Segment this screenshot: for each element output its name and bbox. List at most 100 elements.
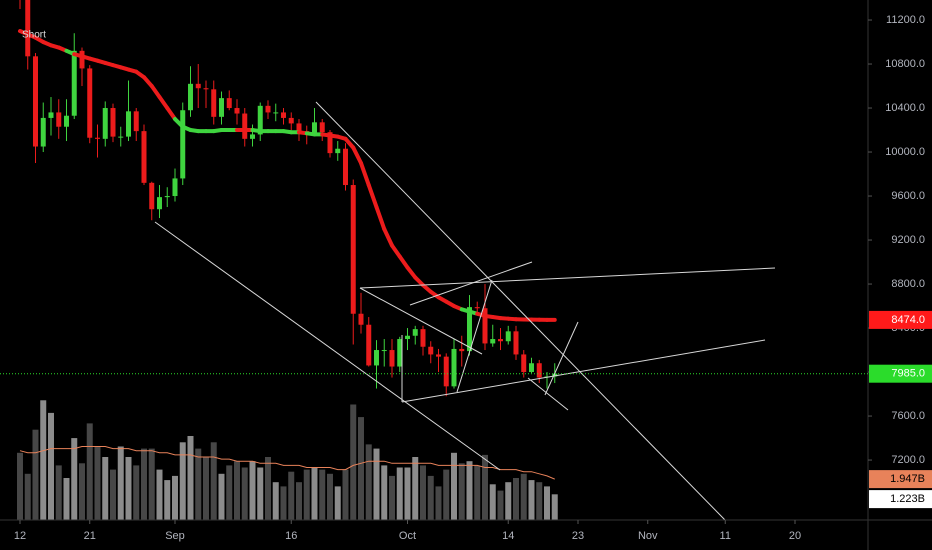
trend-line [359, 267, 776, 289]
candle-body [273, 112, 279, 114]
volume-bar [404, 467, 411, 520]
y-tick-label: 11200.0 [886, 14, 925, 26]
volume-bar [458, 463, 465, 520]
trend-line [359, 287, 483, 355]
volume-ma-line [19, 445, 555, 480]
volume-bar [319, 469, 326, 520]
candle-body [125, 111, 131, 137]
candle-body [203, 88, 209, 90]
x-tick-label: 23 [572, 530, 584, 542]
candle-body [552, 373, 558, 377]
candle-body [180, 110, 186, 179]
volume-bar [280, 486, 287, 520]
candle-body [164, 196, 170, 198]
volume-bar [202, 456, 209, 520]
x-tick-label: Oct [399, 530, 416, 542]
x-tick-label: 12 [14, 530, 26, 542]
volume-bar [357, 417, 364, 520]
volume-bar [133, 465, 140, 520]
volume-bar [257, 467, 264, 520]
volume-bar [342, 469, 349, 520]
volume-bar [311, 467, 318, 520]
volume-bar [373, 448, 380, 520]
volume-bar [117, 446, 124, 520]
volume-label: 1.947B [890, 473, 925, 485]
candle-body [459, 348, 465, 352]
candle-body [265, 105, 271, 113]
candle-body [56, 112, 62, 127]
volume-bar [450, 452, 457, 520]
y-tick-label: 9600.0 [891, 190, 925, 202]
volume-label-box [869, 470, 932, 489]
candle-body [87, 68, 93, 138]
candle-body [513, 331, 519, 355]
plot [16, 0, 558, 520]
candle-body [71, 50, 77, 116]
candle-body [249, 134, 255, 139]
trend-line [401, 339, 766, 403]
volume-bar [551, 494, 558, 520]
volume-bar [334, 486, 341, 520]
ma-segment [405, 265, 418, 280]
volume-bar [350, 404, 357, 520]
y-tick-label: 8800.0 [891, 278, 925, 290]
study-label: Short [22, 30, 46, 41]
candle-body [397, 339, 403, 367]
volume-bar [520, 473, 527, 520]
ma-segment [351, 145, 363, 166]
candle-body [133, 111, 139, 132]
volume-bar [543, 486, 550, 520]
volume-bar [295, 482, 302, 520]
volume-bar [365, 444, 372, 520]
candle-body [443, 356, 449, 387]
candle-body [474, 307, 480, 309]
volume-bar [528, 480, 535, 520]
volume-bar [326, 473, 333, 520]
volume-bar [102, 456, 109, 520]
candle-body [280, 112, 286, 118]
trend-line [409, 261, 533, 306]
y-tick-label: 7600.0 [891, 410, 925, 422]
volume-bar [241, 467, 248, 520]
volume-bar [233, 461, 240, 520]
trend-lines [154, 101, 776, 521]
volume-bar [47, 412, 54, 520]
volume-bar [94, 446, 101, 520]
candle-body [451, 348, 457, 387]
x-tick-label: Sep [165, 530, 185, 542]
candle-body [156, 197, 162, 210]
candle-body [389, 350, 395, 367]
candle-body [435, 354, 441, 357]
x-tick-label: 14 [502, 530, 514, 542]
trend-line [315, 101, 726, 521]
candle-body [335, 148, 341, 154]
candle-body [381, 350, 387, 352]
candle-body [234, 108, 240, 114]
volume-bar [388, 475, 395, 520]
candle-body [528, 363, 534, 373]
trend-line [154, 221, 501, 471]
price-label-box [869, 310, 932, 329]
volume-bar [140, 448, 147, 520]
volume-bar [195, 448, 202, 520]
x-tick-label: 11 [720, 530, 731, 542]
candle-body [40, 117, 46, 147]
volume-bar [71, 438, 78, 520]
volume-bar [381, 465, 388, 520]
volume-label-box [869, 490, 932, 509]
ma-segment [165, 106, 177, 122]
volume-bar [412, 456, 419, 520]
candle-body [94, 137, 100, 139]
candle-body [373, 350, 379, 366]
volume-bar [435, 486, 442, 520]
candle-body [218, 98, 224, 117]
ma-segment [366, 183, 379, 210]
ma-segment [157, 95, 170, 111]
price-label: 8474.0 [891, 314, 925, 326]
volume-bar [505, 482, 512, 520]
volume-bar [86, 423, 93, 520]
volume-bar [536, 482, 543, 520]
candle-body [358, 313, 364, 325]
volume-bar [489, 484, 496, 520]
candle-body [420, 329, 426, 347]
